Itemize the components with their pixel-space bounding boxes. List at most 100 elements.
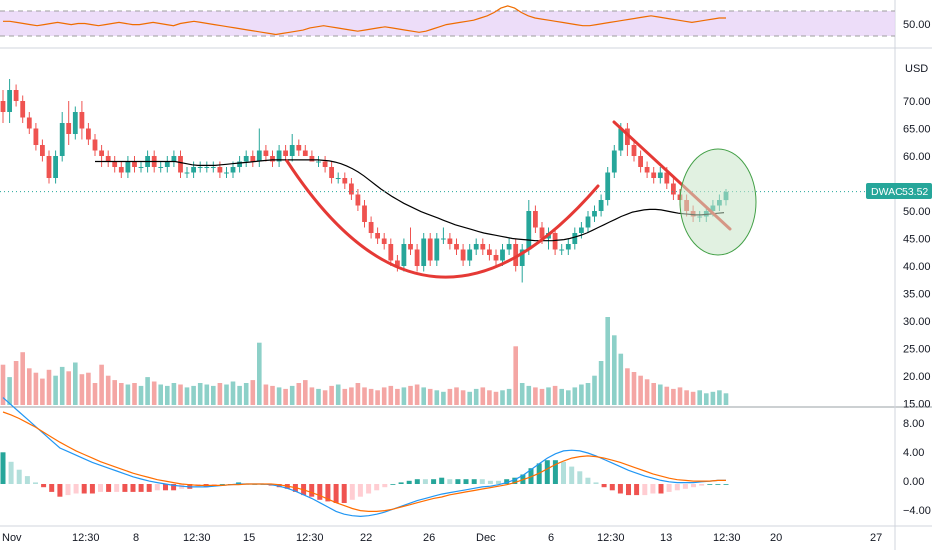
candle-body — [204, 167, 210, 168]
volume-bar — [546, 387, 551, 405]
candle-body — [296, 145, 302, 151]
candle-body — [99, 150, 104, 156]
macd-histogram-bar — [528, 468, 534, 484]
macd-histogram-bar — [422, 479, 428, 484]
candle-body — [533, 211, 538, 228]
volume-bar — [487, 390, 492, 405]
volume-bar — [414, 384, 420, 405]
candle-body — [243, 156, 249, 162]
macd-histogram-bar — [707, 484, 713, 485]
candle-body — [368, 222, 374, 233]
volume-bar — [243, 383, 249, 405]
candle-body — [164, 161, 170, 167]
volume-bar — [388, 385, 394, 405]
macd-histogram-bar — [309, 484, 315, 497]
price-tick-label: 35.00 — [903, 289, 931, 301]
candle-body — [519, 249, 525, 266]
macd-histogram-bar — [593, 482, 599, 484]
macd-histogram-bar — [171, 484, 177, 491]
candle-body — [388, 244, 394, 261]
candle-body — [250, 156, 256, 162]
volume-bar — [572, 387, 578, 405]
time-tick-label: 22 — [360, 532, 372, 544]
macd-histogram-bar — [114, 484, 120, 492]
volume-bar — [375, 390, 380, 405]
time-tick-label: 12:30 — [72, 532, 100, 544]
macd-histogram-bar — [642, 484, 648, 496]
macd-histogram-bar — [699, 484, 705, 486]
candle-body — [362, 205, 367, 222]
candle-body — [414, 249, 420, 266]
candle-body — [46, 156, 52, 178]
candle-body — [79, 112, 85, 129]
volume-bar — [677, 387, 683, 405]
macd-histogram-bar — [325, 484, 331, 502]
volume-bar — [638, 375, 643, 405]
candle-body — [487, 249, 492, 255]
volume-bar — [217, 383, 223, 405]
volume-bar — [460, 390, 466, 405]
macd-histogram-bar — [626, 484, 631, 496]
macd-histogram-bar — [617, 484, 623, 494]
rsi-tick-label: 50.00 — [903, 19, 931, 31]
candle-body — [158, 167, 164, 168]
volume-bar — [651, 383, 656, 405]
macd-histogram-bar — [674, 484, 680, 491]
volume-bar — [270, 385, 275, 405]
candle-body — [631, 145, 637, 156]
volume-bar — [309, 387, 315, 405]
candle-body — [349, 183, 354, 195]
volume-bar — [79, 374, 85, 405]
candlesticks — [0, 79, 729, 283]
price-tick-label: 65.00 — [903, 124, 931, 136]
volume-bar — [658, 384, 663, 405]
macd-histogram-bar — [650, 484, 656, 494]
macd-histogram-bar — [154, 484, 160, 491]
volume-bar — [618, 353, 624, 405]
volume-bar — [552, 385, 558, 405]
time-tick-label: 20 — [770, 532, 782, 544]
macd-histogram-bar — [658, 484, 664, 494]
candle-body — [263, 150, 269, 156]
volume-bar — [86, 372, 91, 405]
volume-bar — [303, 380, 308, 405]
macd-histogram-bar — [723, 484, 729, 485]
candle-body — [72, 112, 78, 134]
macd-histogram-bar — [130, 484, 136, 492]
candle-body — [171, 156, 177, 162]
price-tick-label: 30.00 — [903, 316, 931, 328]
candle-body — [427, 238, 433, 261]
volume-bar — [395, 388, 400, 405]
candle-body — [434, 238, 440, 261]
candle-body — [408, 244, 413, 250]
candle-body — [605, 172, 611, 200]
volume-bar — [704, 393, 709, 405]
volume-bar — [66, 371, 71, 405]
volume-bar — [493, 391, 499, 405]
volume-bar — [513, 346, 518, 405]
volume-bar — [0, 364, 6, 405]
volume-bar — [151, 381, 157, 405]
volume-bar — [427, 388, 433, 405]
price-tick-label: 15.00 — [903, 399, 931, 411]
volume-bar — [112, 380, 117, 405]
volume-bar — [408, 385, 413, 405]
candle-body — [342, 178, 348, 184]
volume-bar — [335, 384, 341, 405]
macd-histogram-bar — [24, 476, 30, 484]
volume-bar — [585, 383, 591, 405]
price-tick-label: 20.00 — [903, 371, 931, 383]
candle-body — [579, 227, 584, 233]
candle-body — [270, 156, 275, 162]
macd-histogram-bar — [715, 484, 721, 485]
volume-bar — [33, 372, 39, 405]
candle-body — [289, 145, 295, 156]
rsi-line — [3, 5, 726, 36]
macd-tick-label: 4.00 — [903, 447, 924, 459]
candle-body — [191, 167, 196, 173]
candle-body — [20, 101, 26, 118]
volume-bar — [368, 388, 374, 405]
macd-histogram-bar — [146, 484, 152, 492]
